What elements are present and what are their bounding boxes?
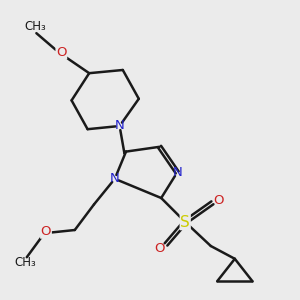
Text: CH₃: CH₃ (14, 256, 36, 269)
Text: S: S (180, 214, 190, 230)
Text: N: N (172, 166, 182, 179)
Text: O: O (41, 225, 51, 238)
Text: O: O (56, 46, 67, 59)
Text: CH₃: CH₃ (24, 20, 46, 33)
Text: N: N (110, 172, 120, 185)
Text: O: O (155, 242, 165, 255)
Text: N: N (115, 119, 124, 133)
Text: O: O (213, 194, 224, 207)
